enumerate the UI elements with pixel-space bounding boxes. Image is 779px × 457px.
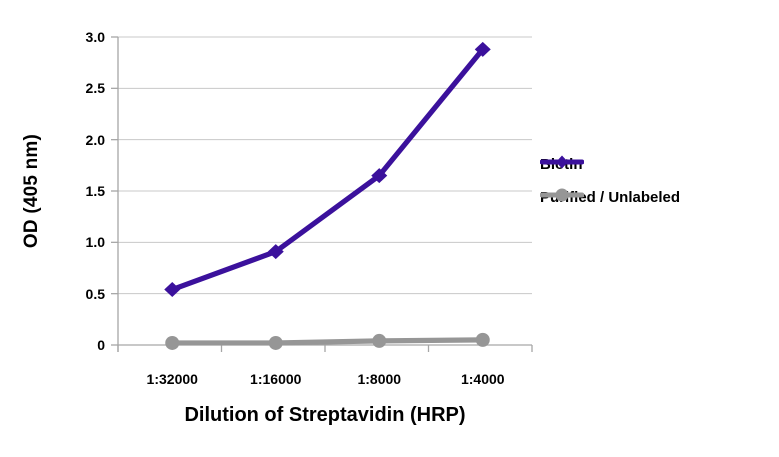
diamond-marker xyxy=(267,244,284,260)
x-tick-label: 1:4000 xyxy=(460,371,505,387)
x-tick-label: 1:8000 xyxy=(357,371,402,387)
y-tick-label: 2.5 xyxy=(85,80,105,97)
circle-legend-marker-icon xyxy=(540,188,584,202)
y-tick-label: 2.0 xyxy=(85,131,105,148)
circle-marker xyxy=(372,333,387,348)
diamond-marker xyxy=(164,282,181,298)
diamond-marker xyxy=(474,41,491,57)
legend-item-biotin: Biotin xyxy=(540,153,584,175)
circle-marker xyxy=(165,335,180,350)
diamond-marker xyxy=(371,168,388,184)
diamond-legend-marker-icon xyxy=(540,155,584,169)
y-axis-title: OD (405 nm) xyxy=(21,133,42,249)
y-tick-label: 3.0 xyxy=(85,29,105,45)
x-axis-title: Dilution of Streptavidin (HRP) xyxy=(184,404,466,426)
y-tick-label: 0 xyxy=(97,337,105,353)
y-tick-label: 0.5 xyxy=(85,285,105,302)
series-line-purified-unlabeled xyxy=(169,337,486,346)
legend-item-purified-unlabeled: Purified / Unlabeled xyxy=(540,186,680,208)
y-tick-label: 1.5 xyxy=(85,183,105,199)
series-line-biotin xyxy=(169,46,486,293)
circle-marker xyxy=(475,332,490,347)
circle-marker xyxy=(268,335,283,350)
x-tick-label: 1:16000 xyxy=(250,371,302,387)
y-tick-label: 1.0 xyxy=(85,234,105,251)
x-tick-label: 1:32000 xyxy=(146,371,198,387)
